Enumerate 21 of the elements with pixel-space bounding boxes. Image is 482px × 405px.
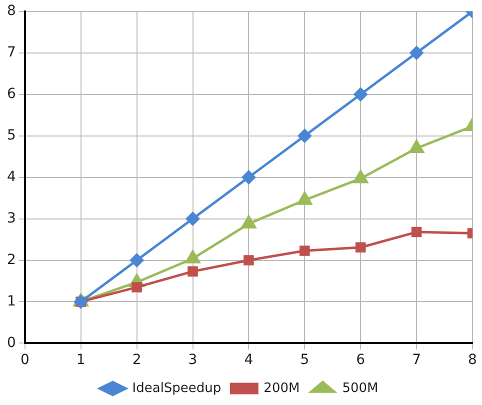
y-tick-label: 7 <box>6 44 16 61</box>
y-tick-label: 0 <box>6 334 16 351</box>
x-tick-label: 3 <box>188 352 198 368</box>
legend-label: 200M <box>264 380 300 396</box>
x-tick-label: 1 <box>76 352 86 368</box>
x-tick-label: 8 <box>468 352 477 368</box>
x-tick-label: 6 <box>356 352 366 368</box>
x-tick-label: 0 <box>20 352 30 368</box>
y-tick-label: 3 <box>6 210 16 226</box>
x-tick-label: 5 <box>300 352 310 368</box>
y-tick-label: 6 <box>6 86 16 102</box>
legend-label: 500M <box>342 380 378 396</box>
y-tick-label: 8 <box>6 3 16 20</box>
x-tick-label: 4 <box>244 352 254 368</box>
y-tick-label: 1 <box>6 293 16 310</box>
y-tick-label: 5 <box>6 127 16 144</box>
x-tick-label: 2 <box>132 352 142 368</box>
y-tick-label: 4 <box>6 168 16 185</box>
x-tick-label: 7 <box>412 352 422 368</box>
legend-label: IdealSpeedup <box>132 380 222 396</box>
y-tick-label: 2 <box>6 252 16 268</box>
